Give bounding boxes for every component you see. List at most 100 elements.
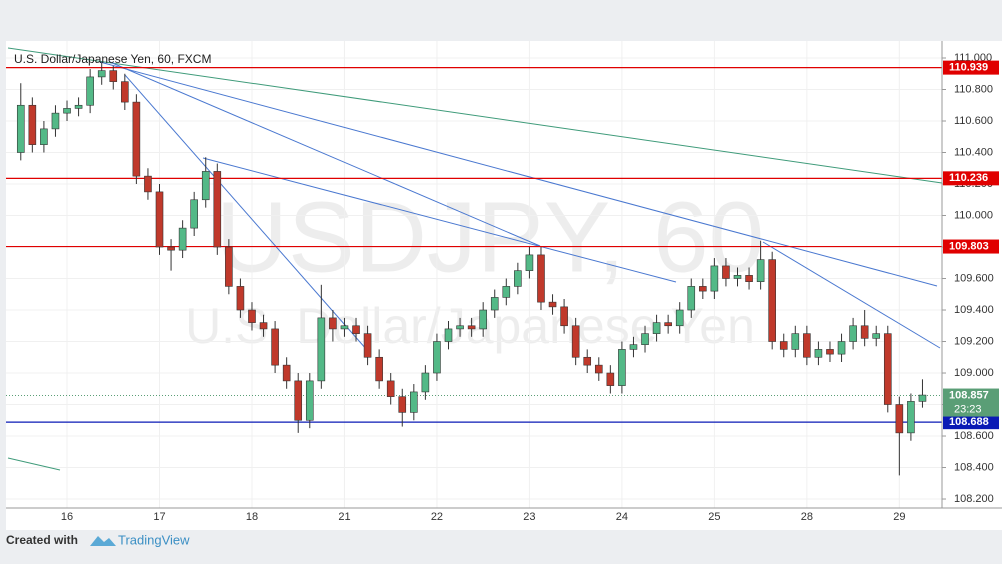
candle-body	[144, 175, 152, 193]
trendline	[7, 47, 943, 184]
y-tick-label: 110.400	[954, 146, 993, 158]
candle-body	[525, 254, 534, 271]
x-tick-label: 25	[708, 511, 720, 523]
candle-body	[201, 171, 210, 201]
candle-body	[490, 297, 499, 311]
candle-body	[329, 317, 337, 330]
candle-body	[594, 364, 603, 374]
candle-body	[190, 199, 198, 229]
candle-body	[155, 191, 164, 248]
candle-body	[733, 275, 742, 279]
candle-body	[74, 104, 83, 109]
candle-body	[860, 325, 869, 339]
y-tick-label: 110.600	[954, 115, 993, 127]
x-tick-label: 24	[616, 511, 628, 523]
candle-body	[745, 275, 753, 282]
candle-body	[699, 286, 707, 292]
y-tick-label: 109.200	[954, 335, 994, 347]
candle-body	[132, 101, 141, 177]
candle-body	[826, 349, 834, 355]
level-label: 108.688	[949, 416, 989, 428]
trendline	[7, 457, 61, 471]
last-price-box	[943, 388, 999, 417]
candle-body	[248, 309, 256, 323]
candle-body	[583, 356, 592, 366]
candle-body	[398, 396, 407, 413]
candle-body	[63, 108, 71, 114]
watermark: USDJPY, 60	[216, 181, 764, 293]
tradingview-logo	[90, 536, 116, 546]
chart-title: U.S. Dollar/Japanese Yen, 60, FXCM	[14, 52, 211, 66]
candle-body	[317, 317, 326, 382]
candle-body	[305, 380, 314, 421]
candle-body	[895, 404, 904, 434]
level-label-box	[943, 171, 999, 186]
candle-body	[537, 254, 545, 303]
level-label: 110.236	[949, 172, 988, 184]
candle-body	[571, 325, 580, 358]
candle-body	[352, 325, 360, 334]
trendline	[109, 61, 541, 247]
last-price-label: 108.857	[949, 389, 989, 401]
candle-body	[282, 364, 291, 382]
candle-body	[340, 325, 349, 330]
candle-body	[109, 70, 118, 82]
candle-body	[849, 325, 857, 342]
candle-body	[664, 322, 672, 327]
y-tick-label: 109.000	[954, 367, 994, 379]
level-label-box	[943, 60, 999, 75]
candle-body	[722, 265, 730, 279]
candle-body	[641, 333, 649, 345]
candle-body	[178, 227, 187, 251]
candle-body	[502, 286, 511, 298]
candle-body	[883, 333, 892, 405]
y-tick-label: 109.600	[954, 272, 994, 284]
axis-labels: 108.200108.400108.600108.800109.000109.2…	[61, 52, 999, 523]
candle-body	[259, 322, 268, 330]
candle-body	[768, 259, 776, 342]
candle-body	[16, 104, 25, 153]
candle-body	[791, 333, 800, 350]
candle-body	[756, 259, 765, 282]
trendline	[124, 74, 368, 351]
x-tick-label: 22	[431, 511, 443, 523]
countdown: 23:23	[954, 403, 982, 415]
candle-body	[456, 325, 464, 330]
x-tick-label: 29	[893, 511, 905, 523]
x-tick-label: 28	[801, 511, 813, 523]
candle-body	[803, 333, 811, 358]
y-tick-label: 110.000	[954, 209, 993, 221]
candle-body	[225, 246, 233, 287]
level-label-box	[943, 415, 999, 430]
candle-body	[433, 341, 441, 374]
candle-body	[606, 372, 615, 386]
candles	[16, 62, 927, 476]
candle-body	[652, 322, 661, 334]
candle-body	[629, 344, 638, 350]
candle-body	[560, 306, 568, 327]
trendline	[99, 61, 938, 287]
candle-body	[467, 325, 476, 330]
y-tick-label: 108.400	[954, 461, 994, 473]
candle-body	[28, 104, 37, 145]
candle-body	[710, 265, 719, 292]
x-tick-label: 18	[246, 511, 258, 523]
candle-body	[236, 286, 245, 311]
trendline	[762, 241, 941, 349]
candle-body	[167, 246, 175, 251]
candle-body	[97, 70, 106, 78]
candle-body	[548, 301, 557, 308]
y-tick-label: 108.200	[954, 493, 994, 505]
candle-body	[907, 401, 915, 434]
y-tick-label: 108.600	[954, 430, 994, 442]
candle-body	[363, 333, 372, 358]
candle-body	[479, 309, 487, 330]
candle-body	[918, 394, 927, 402]
x-tick-label: 23	[523, 511, 535, 523]
candle-body	[294, 380, 303, 421]
x-tick-label: 16	[61, 511, 73, 523]
footer-brand[interactable]: TradingView	[118, 532, 190, 547]
y-tick-label: 110.800	[954, 83, 993, 95]
